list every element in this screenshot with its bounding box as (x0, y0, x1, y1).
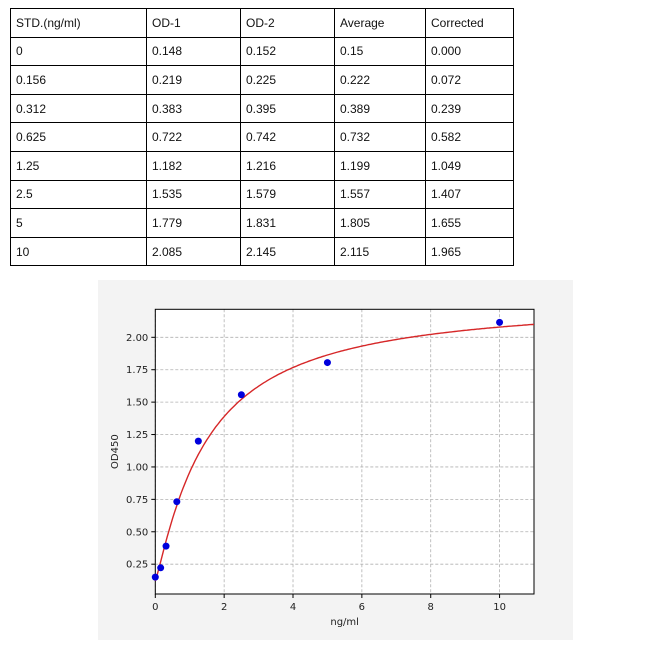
table-cell: 0.222 (334, 65, 426, 95)
table-cell: 1.655 (425, 208, 514, 238)
data-point (173, 498, 181, 506)
table-cell: 0.389 (334, 93, 426, 124)
table-cell: 0.582 (425, 122, 514, 152)
table-cell: 0.383 (146, 93, 241, 124)
table-cell: 1.25 (10, 150, 147, 181)
table-cell: 1.579 (240, 179, 335, 210)
table-cell: 2.115 (334, 236, 426, 267)
data-point (194, 437, 202, 445)
column-header: Average (334, 8, 426, 38)
table-cell: 0.625 (10, 122, 147, 152)
table-cell: 0.156 (10, 65, 147, 95)
y-axis-label: OD450 (110, 434, 121, 469)
table-cell: 1.965 (425, 236, 514, 267)
table-row: 2.5 1.535 1.579 1.557 1.407 (10, 179, 514, 210)
standards-table: STD.(ng/ml) OD-1 OD-2 Average Corrected 0 0.14… (10, 8, 514, 267)
table-cell: 1.407 (425, 179, 514, 210)
table-row: 0 0.148 0.152 0.15 0.000 (10, 36, 514, 67)
table-cell: 1.831 (240, 208, 335, 238)
x-tick-label: 0 (152, 602, 158, 613)
table-cell: 1.805 (334, 208, 426, 238)
table-cell: 1.182 (146, 150, 241, 181)
table-cell: 0.15 (334, 36, 426, 67)
column-header: STD.(ng/ml) (10, 8, 147, 38)
chart-panel: 0 2 4 6 8 10 0.25 0.50 0.75 1.00 1.25 1.50 1.75 2.00 n… (98, 280, 573, 640)
table-cell: 2.5 (10, 179, 147, 210)
data-point (151, 573, 159, 581)
table-cell: 0.732 (334, 122, 426, 152)
table-row: 0.625 0.722 0.742 0.732 0.582 (10, 122, 514, 152)
table-cell: 0.072 (425, 65, 514, 95)
table-cell: 0.225 (240, 65, 335, 95)
x-tick-label: 2 (221, 602, 227, 613)
table-row: 10 2.085 2.145 2.115 1.965 (10, 236, 514, 267)
table-cell: 0.219 (146, 65, 241, 95)
table-cell: 0.239 (425, 93, 514, 124)
table-cell: 0.722 (146, 122, 241, 152)
data-point (157, 564, 165, 572)
standard-curve-chart: 0 2 4 6 8 10 0.25 0.50 0.75 1.00 1.25 1.50 1.75 2.00 n… (110, 308, 535, 628)
x-tick-label: 10 (493, 602, 506, 613)
table-cell: 2.085 (146, 236, 241, 267)
table-cell: 0.395 (240, 93, 335, 124)
table-row: 0.156 0.219 0.225 0.222 0.072 (10, 65, 514, 95)
table-row: 5 1.779 1.831 1.805 1.655 (10, 208, 514, 238)
plot-area (155, 309, 535, 594)
x-tick-label: 4 (290, 602, 296, 613)
table-row: 1.25 1.182 1.216 1.199 1.049 (10, 150, 514, 181)
table-cell: 1.199 (334, 150, 426, 181)
data-point (237, 391, 245, 399)
y-tick-label: 1.00 (126, 462, 148, 473)
column-header: OD-2 (240, 8, 335, 38)
data-point (496, 318, 504, 326)
table-cell: 0.152 (240, 36, 335, 67)
data-point (162, 542, 170, 550)
table-cell: 2.145 (240, 236, 335, 267)
table-cell: 0.312 (10, 93, 147, 124)
y-tick-label: 0.50 (126, 527, 148, 538)
table-row: 0.312 0.383 0.395 0.389 0.239 (10, 93, 514, 124)
x-tick-label: 8 (428, 602, 434, 613)
table-cell: 0 (10, 36, 147, 67)
table-cell: 5 (10, 208, 147, 238)
y-tick-label: 0.75 (126, 495, 148, 506)
data-point (323, 359, 331, 367)
y-tick-label: 1.25 (126, 430, 148, 441)
table-header-row: STD.(ng/ml) OD-1 OD-2 Average Corrected (10, 8, 514, 38)
x-tick-label: 6 (359, 602, 365, 613)
y-tick-label: 1.50 (126, 398, 148, 409)
table-cell: 10 (10, 236, 147, 267)
table-cell: 0.148 (146, 36, 241, 67)
table-cell: 0.742 (240, 122, 335, 152)
table-cell: 1.216 (240, 150, 335, 181)
y-tick-label: 1.75 (126, 365, 148, 376)
table-cell: 1.049 (425, 150, 514, 181)
column-header: OD-1 (146, 8, 241, 38)
x-axis-label: ng/ml (330, 617, 359, 628)
table-cell: 1.535 (146, 179, 241, 210)
column-header: Corrected (425, 8, 514, 38)
table-cell: 0.000 (425, 36, 514, 67)
y-tick-label: 0.25 (126, 560, 148, 571)
y-tick-label: 2.00 (126, 333, 148, 344)
table-cell: 1.557 (334, 179, 426, 210)
table-cell: 1.779 (146, 208, 241, 238)
fit-curve (154, 323, 535, 582)
plot-frame (154, 308, 535, 595)
